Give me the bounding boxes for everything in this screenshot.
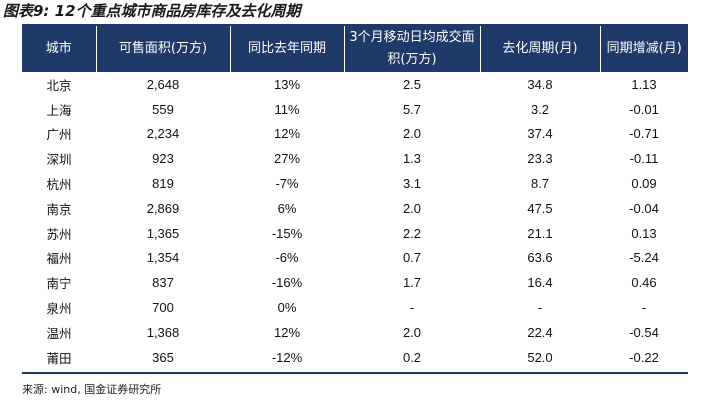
cell-yoy: 0%	[277, 300, 297, 316]
top-rule	[22, 24, 688, 26]
cell-destock-cycle: 22.4	[527, 324, 553, 340]
table-row: 莆田 365 -12% 0.2 52.0 -0.22	[22, 345, 688, 370]
cell-city: 北京	[46, 77, 72, 93]
cell-yoy: -12%	[271, 349, 303, 365]
table-row: 深圳 923 27% 1.3 23.3 -0.11	[22, 146, 688, 171]
cell-saleable-area: 923	[152, 151, 174, 167]
table-row: 北京 2,648 13% 2.5 34.8 1.13	[22, 72, 688, 97]
cell-cycle-change: 0.46	[631, 275, 657, 291]
cell-daily-deal-area: 2.0	[402, 324, 422, 340]
source-note: 来源: wind, 国金证券研究所	[22, 383, 162, 396]
cell-saleable-area: 837	[152, 275, 174, 291]
table-row: 温州 1,368 12% 2.0 22.4 -0.54	[22, 320, 688, 345]
cell-saleable-area: 1,365	[146, 225, 180, 241]
cell-destock-cycle: 47.5	[527, 200, 553, 216]
cell-saleable-area: 819	[152, 176, 174, 192]
cell-city: 温州	[46, 325, 72, 341]
cell-destock-cycle: 21.1	[527, 225, 553, 241]
cell-destock-cycle: 3.2	[530, 101, 550, 117]
cell-daily-deal-area: 2.2	[402, 225, 422, 241]
cell-cycle-change: -0.01	[629, 101, 659, 117]
cell-saleable-area: 559	[152, 101, 174, 117]
cell-daily-deal-area: 3.1	[402, 176, 422, 192]
cell-daily-deal-area: 1.7	[402, 275, 422, 291]
cell-destock-cycle: 37.4	[527, 126, 553, 142]
header-daily-deal-area: 3个月移动日均成交面积(万方)	[343, 26, 480, 72]
cell-cycle-change: 0.09	[631, 176, 657, 192]
cell-daily-deal-area: 0.2	[402, 349, 422, 365]
cell-cycle-change: 0.13	[631, 225, 657, 241]
cell-city: 杭州	[46, 177, 72, 193]
cell-destock-cycle: 8.7	[530, 176, 550, 192]
cell-city: 苏州	[46, 226, 72, 242]
cell-daily-deal-area: 2.0	[402, 126, 422, 142]
cell-yoy: 11%	[274, 101, 300, 117]
cell-yoy: -7%	[275, 176, 299, 192]
cell-destock-cycle: 23.3	[527, 151, 553, 167]
table-body: 北京 2,648 13% 2.5 34.8 1.13 上海 559 11% 5.7 3.2 -0.01…	[22, 72, 688, 370]
table-header-row: 城市 可售面积(万方) 同比去年同期 3个月移动日均成交面积(万方) 去化周期(…	[22, 26, 688, 72]
cell-destock-cycle: 63.6	[527, 250, 553, 266]
cell-city: 南京	[46, 201, 72, 217]
cell-city: 福州	[46, 251, 72, 267]
cell-yoy: 27%	[273, 151, 301, 167]
header-yoy: 同比去年同期	[229, 26, 344, 72]
cell-cycle-change: -0.54	[629, 324, 659, 340]
cell-daily-deal-area: -	[409, 300, 415, 316]
cell-saleable-area: 1,368	[146, 324, 180, 340]
cell-cycle-change: -	[641, 300, 647, 316]
cell-yoy: 13%	[273, 76, 301, 92]
cell-cycle-change: 1.13	[631, 76, 657, 92]
cell-daily-deal-area: 1.3	[402, 151, 422, 167]
table-row: 南宁 837 -16% 1.7 16.4 0.46	[22, 270, 688, 295]
cell-daily-deal-area: 2.5	[402, 76, 422, 92]
cell-saleable-area: 365	[152, 349, 174, 365]
cell-yoy: -15%	[271, 225, 303, 241]
cell-saleable-area: 2,234	[146, 126, 180, 142]
table-row: 泉州 700 0% - - -	[22, 295, 688, 320]
cell-yoy: 6%	[277, 200, 297, 216]
cell-saleable-area: 2,648	[146, 76, 180, 92]
cell-yoy: -6%	[275, 250, 299, 266]
header-city: 城市	[22, 26, 96, 72]
bottom-rule	[22, 372, 688, 374]
cell-city: 莆田	[46, 350, 72, 366]
cell-cycle-change: -0.11	[629, 151, 659, 167]
cell-saleable-area: 2,869	[146, 200, 180, 216]
cell-yoy: -16%	[271, 275, 303, 291]
table-row: 福州 1,354 -6% 0.7 63.6 -5.24	[22, 246, 688, 271]
cell-city: 广州	[46, 127, 72, 143]
inventory-table: 城市 可售面积(万方) 同比去年同期 3个月移动日均成交面积(万方) 去化周期(…	[22, 26, 688, 370]
cell-destock-cycle: 52.0	[527, 349, 553, 365]
cell-yoy: 12%	[273, 126, 301, 142]
cell-destock-cycle: 16.4	[527, 275, 553, 291]
table-row: 苏州 1,365 -15% 2.2 21.1 0.13	[22, 221, 688, 246]
table-row: 杭州 819 -7% 3.1 8.7 0.09	[22, 171, 688, 196]
cell-cycle-change: -5.24	[629, 250, 659, 266]
table-row: 上海 559 11% 5.7 3.2 -0.01	[22, 97, 688, 122]
cell-saleable-area: 700	[152, 300, 174, 316]
cell-destock-cycle: 34.8	[527, 76, 553, 92]
header-saleable-area: 可售面积(万方)	[95, 26, 230, 72]
cell-daily-deal-area: 0.7	[402, 250, 422, 266]
cell-cycle-change: -0.04	[629, 200, 659, 216]
cell-cycle-change: -0.71	[629, 126, 659, 142]
cell-city: 上海	[46, 102, 72, 118]
cell-cycle-change: -0.22	[629, 349, 659, 365]
cell-city: 泉州	[46, 301, 72, 317]
cell-daily-deal-area: 2.0	[402, 200, 422, 216]
cell-daily-deal-area: 5.7	[402, 101, 422, 117]
cell-saleable-area: 1,354	[146, 250, 180, 266]
cell-destock-cycle: -	[537, 300, 543, 316]
header-destock-cycle: 去化周期(月)	[479, 26, 600, 72]
header-cycle-change: 同期增减(月)	[599, 26, 688, 72]
cell-city: 深圳	[46, 152, 72, 168]
table-row: 南京 2,869 6% 2.0 47.5 -0.04	[22, 196, 688, 221]
cell-yoy: 12%	[273, 324, 301, 340]
cell-city: 南宁	[46, 276, 72, 292]
figure-title: 图表9: 12个重点城市商品房库存及去化周期	[3, 2, 301, 20]
table-row: 广州 2,234 12% 2.0 37.4 -0.71	[22, 122, 688, 147]
